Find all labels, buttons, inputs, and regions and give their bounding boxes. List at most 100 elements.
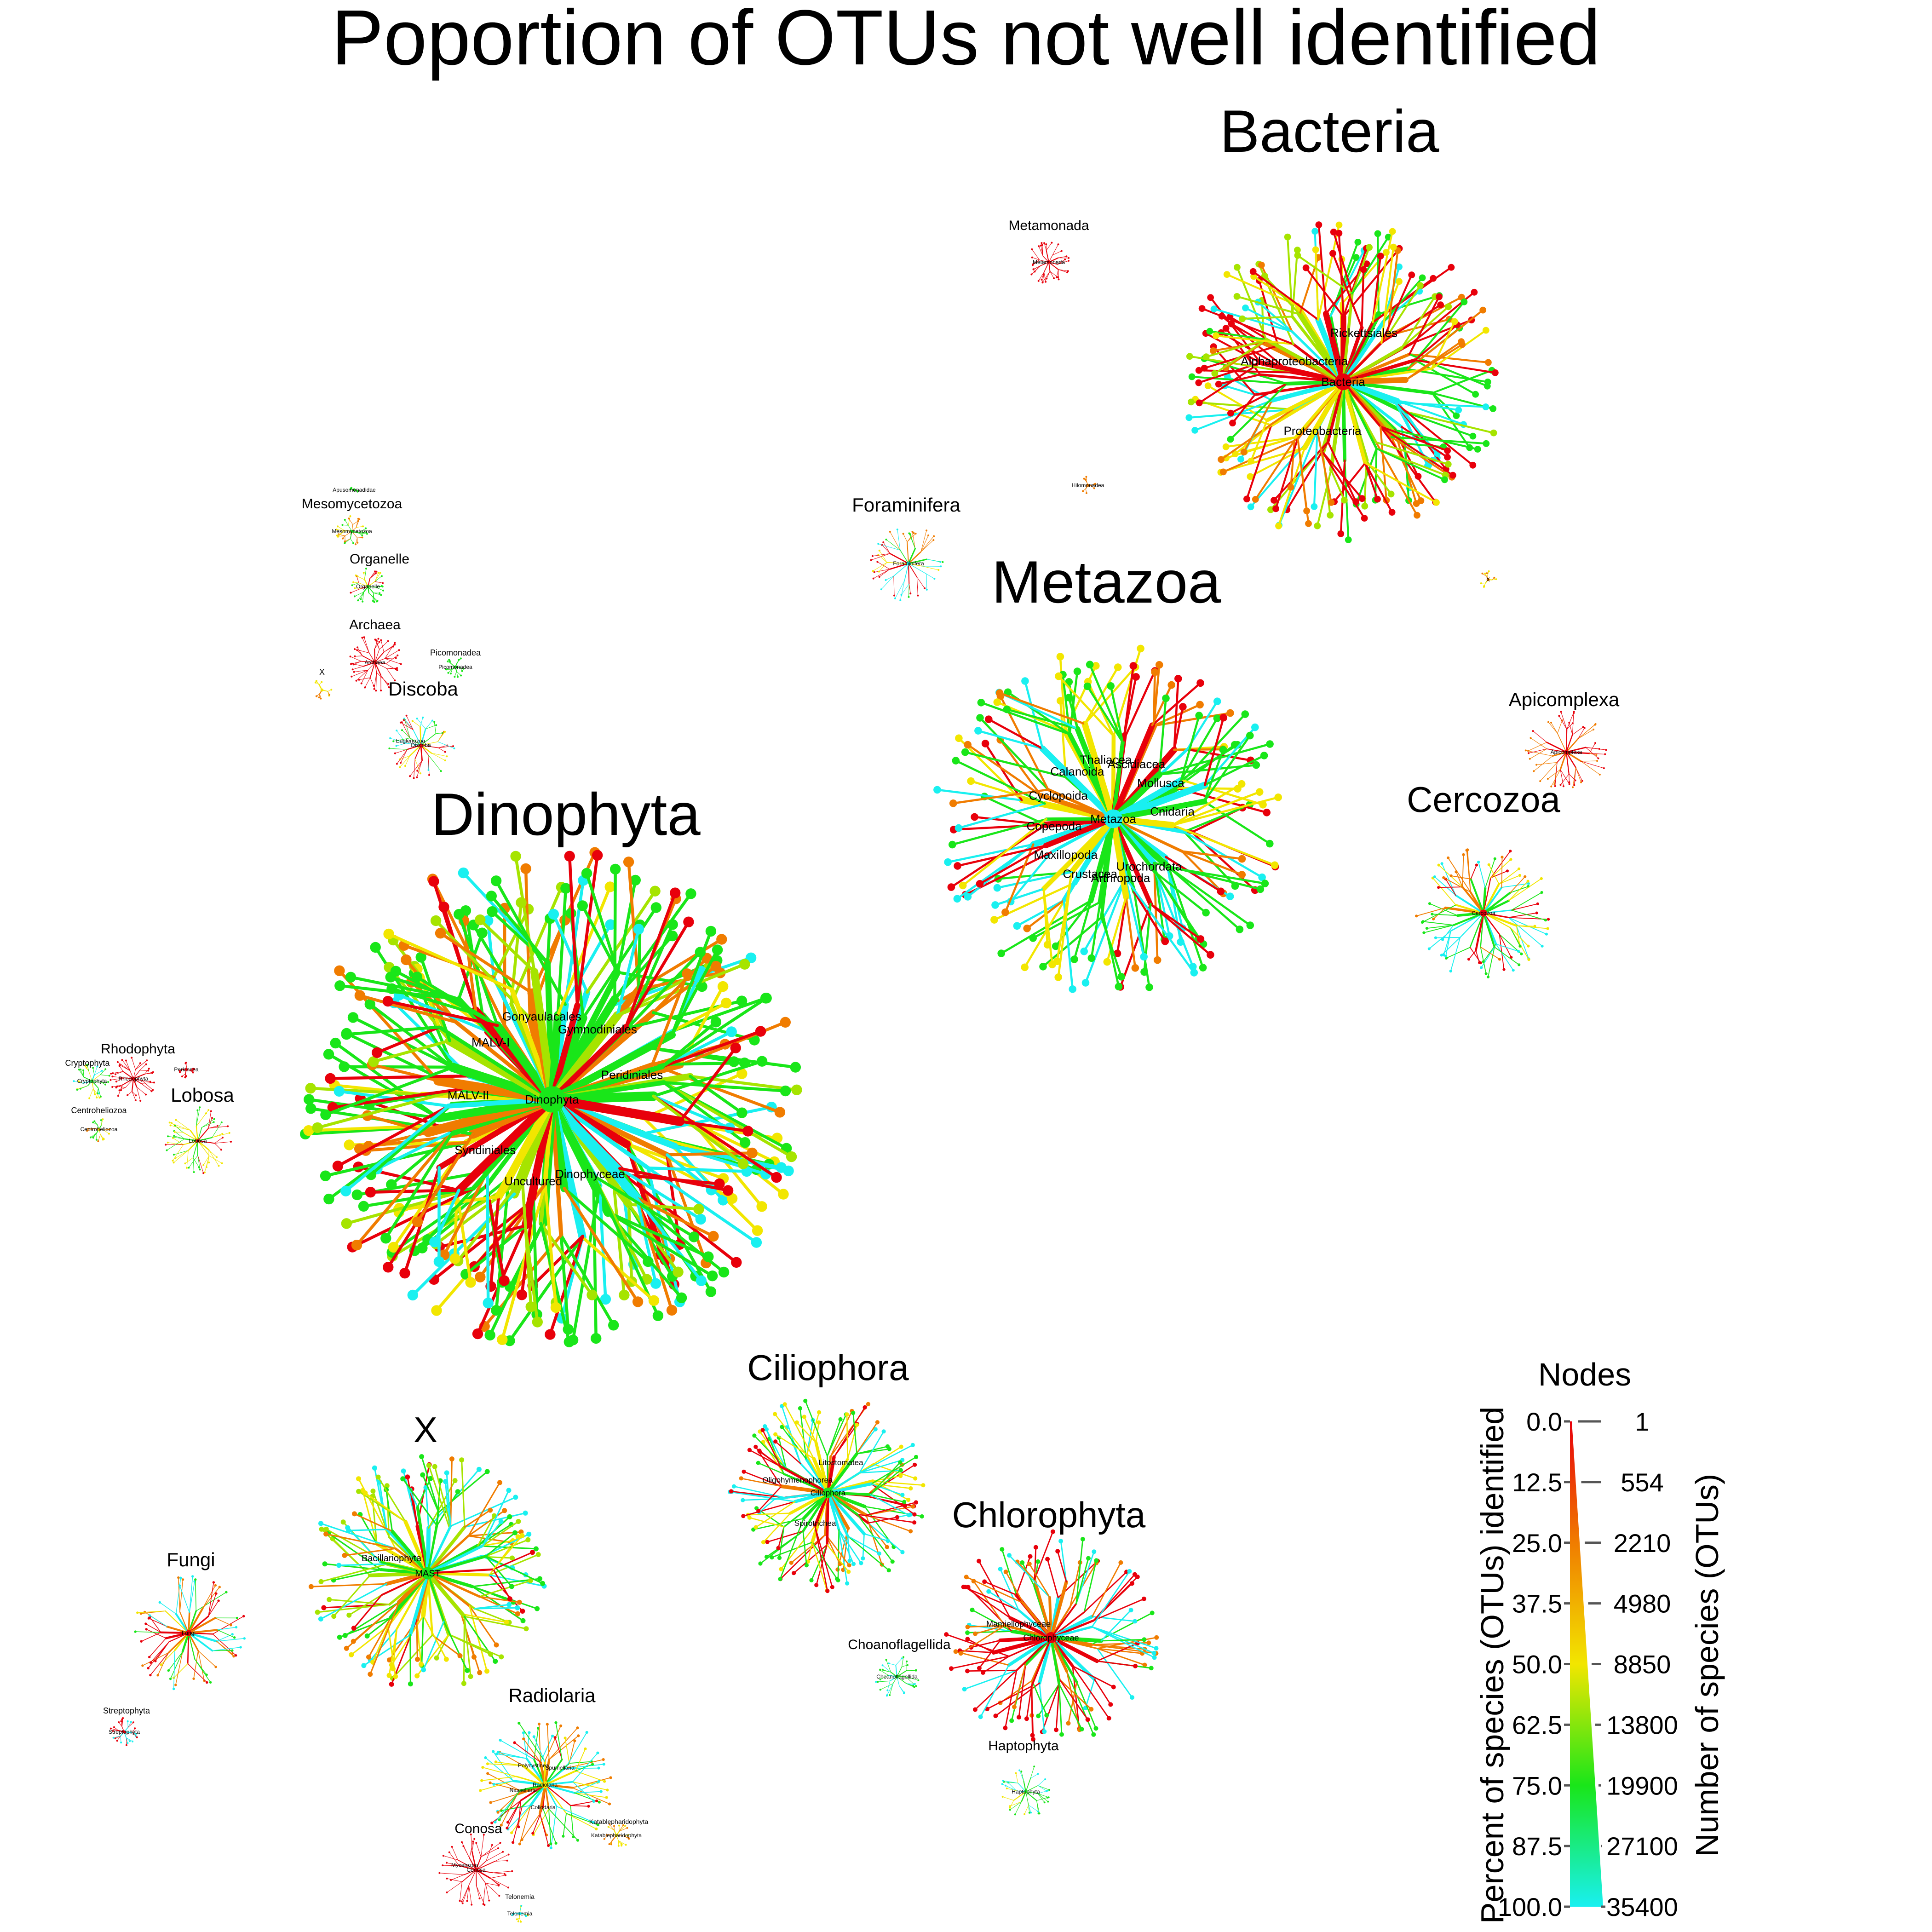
tree-leaf-node	[602, 1758, 605, 1761]
tree-leaf-node	[756, 1509, 761, 1513]
tree-branch	[1342, 380, 1382, 428]
tree-leaf-branch	[1423, 925, 1454, 933]
tree-leaf-branch	[385, 655, 398, 664]
tree-leaf-node	[387, 683, 390, 685]
tree-leaf-branch	[1209, 296, 1262, 364]
tree-leaf-branch	[170, 1125, 191, 1131]
tree-branch	[374, 658, 385, 663]
tree-leaf-node	[1207, 951, 1214, 959]
tree-branch	[1341, 358, 1417, 384]
tree-leaf-node	[355, 679, 357, 682]
tree-branch	[1565, 738, 1579, 753]
tree-leaf-branch	[131, 1057, 136, 1070]
tree-leaf-branch	[1278, 429, 1318, 526]
tree-rhodophyta	[109, 1057, 155, 1102]
tree-leaf-node	[1041, 282, 1044, 284]
tree-leaf-node	[506, 1602, 512, 1607]
tree-leaf-branch	[1058, 269, 1059, 280]
tree-branch	[521, 1784, 546, 1807]
tree-leaf-node	[1433, 499, 1440, 506]
tree-leaf-branch	[334, 1041, 441, 1120]
tree-leaf-node	[407, 1289, 418, 1301]
tree-leaf-node	[1527, 750, 1529, 752]
tree-leaf-branch	[1004, 1669, 1018, 1729]
tree-leaf-node	[1462, 853, 1465, 856]
tree-leaf-node	[407, 1488, 413, 1493]
tree-leaf-branch	[1013, 1663, 1027, 1708]
tree-label-rhodophyta: Rhodophyta	[101, 1041, 175, 1057]
tree-leaf-node	[374, 570, 376, 573]
tree-leaf-node	[1185, 414, 1193, 421]
inner-node-label: Radiolaria	[533, 1782, 558, 1788]
inner-node-label: Organelle	[356, 583, 380, 590]
tree-leaf-branch	[428, 754, 430, 776]
tree-leaf-branch	[490, 894, 549, 965]
tree-leaf-branch	[1226, 273, 1299, 307]
tree-leaf-node	[1562, 785, 1564, 788]
tree-leaf-node	[1453, 412, 1460, 419]
tree-leaf-node	[1039, 963, 1047, 971]
tree-leaf-branch	[206, 1156, 210, 1167]
tree-leaf-node	[978, 1714, 983, 1719]
tree-leaf-branch	[1333, 462, 1366, 503]
tree-leaf-node	[185, 1075, 188, 1077]
tree-leaf-node	[1223, 271, 1230, 278]
tree-leaf-node	[108, 1133, 110, 1135]
tree-leaf-node	[1341, 496, 1348, 504]
tree-leaf-node	[1541, 944, 1544, 948]
tree-leaf-node	[1001, 1796, 1004, 1798]
legend-right-tick-label: 13800	[1606, 1710, 1678, 1739]
tree-leaf-node	[179, 1071, 181, 1073]
tree-leaf-node	[396, 763, 398, 765]
tree-branch	[1110, 722, 1155, 822]
tree-leaf-node	[468, 1674, 473, 1679]
tree-leaf-node	[184, 1076, 187, 1079]
tree-leaf-node	[1420, 920, 1424, 924]
tree-leaf-node	[1449, 874, 1453, 878]
tree-leaf-branch	[1019, 1770, 1024, 1782]
tree-leaf-node	[515, 1611, 520, 1616]
tree-leaf-node	[802, 1414, 806, 1419]
tree-leaf-node	[220, 1121, 223, 1123]
tree-leaf-node	[132, 1721, 134, 1724]
tree-leaf-node	[1437, 863, 1440, 867]
tree-leaf-node	[136, 1611, 139, 1614]
tree-leaf-node	[1222, 325, 1230, 332]
inner-node-label: Centroheliozoa	[80, 1126, 118, 1133]
tree-leaf-branch	[1213, 339, 1267, 374]
tree-leaf-branch	[1578, 728, 1585, 739]
tree-leaf-branch	[846, 1414, 848, 1460]
tree-label-bacteria: Bacteria	[1220, 98, 1440, 165]
tree-leaf-branch	[1516, 925, 1530, 960]
tree-leaf-branch	[1495, 943, 1514, 971]
tree-leaf-branch	[781, 1426, 807, 1460]
tree-leaf-node	[1329, 250, 1336, 257]
tree-leaf-node	[205, 1112, 207, 1115]
legend-left-tick-label: 62.5	[1512, 1710, 1562, 1739]
tree-leaf-branch	[871, 1483, 912, 1489]
tree-leaf-node	[965, 1630, 970, 1635]
tree-leaf-branch	[606, 1211, 710, 1259]
tree-leaf-branch	[1028, 1805, 1038, 1812]
tree-leaf-node	[584, 1747, 587, 1750]
tree-leaf-branch	[368, 592, 378, 601]
tree-leaf-branch	[878, 554, 887, 563]
tree-branch	[1557, 733, 1567, 753]
tree-leaf-node	[1094, 483, 1097, 485]
tree-branch	[1482, 912, 1495, 948]
tree-leaf-node	[457, 676, 459, 678]
tree-leaf-node	[758, 1561, 763, 1566]
tree-leaf-branch	[878, 543, 901, 551]
tree-leaf-branch	[380, 675, 390, 688]
tree-leaf-node	[399, 721, 402, 724]
tree-leaf-node	[92, 1136, 94, 1138]
tree-leaf-node	[518, 1721, 521, 1725]
tree-leaf-node	[1449, 472, 1456, 479]
tree-leaf-node	[356, 490, 359, 492]
tree-leaf-branch	[748, 1512, 791, 1516]
tree-leaf-node	[488, 1899, 490, 1902]
tree-leaf-branch	[966, 743, 1042, 797]
tree-leaf-branch	[1171, 782, 1243, 826]
tree-leaf-node	[355, 543, 356, 546]
tree-leaf-node	[990, 916, 998, 924]
